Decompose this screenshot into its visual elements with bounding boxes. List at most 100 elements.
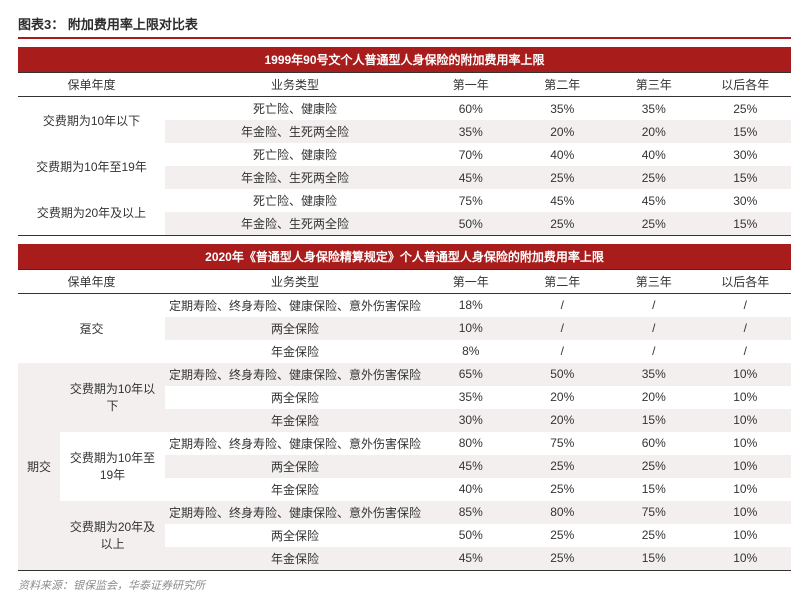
value-cell: 30% [700, 143, 792, 166]
value-cell: 75% [517, 432, 609, 455]
value-cell: 20% [517, 409, 609, 432]
value-cell: 25% [517, 212, 609, 236]
value-cell: 20% [517, 120, 609, 143]
value-cell: 45% [425, 166, 517, 189]
value-cell: / [608, 293, 700, 317]
value-cell: 10% [700, 363, 792, 386]
biz-type: 死亡险、健康险 [165, 189, 425, 212]
col-y2: 第二年 [517, 269, 609, 293]
value-cell: / [700, 340, 792, 363]
value-cell: / [608, 340, 700, 363]
value-cell: 10% [700, 455, 792, 478]
value-cell: 15% [700, 166, 792, 189]
biz-type: 年金保险 [165, 478, 425, 501]
value-cell: 85% [425, 501, 517, 524]
value-cell: 20% [517, 386, 609, 409]
value-cell: 35% [517, 97, 609, 121]
value-cell: 20% [608, 386, 700, 409]
value-cell: 10% [700, 386, 792, 409]
value-cell: 75% [608, 501, 700, 524]
value-cell: 65% [425, 363, 517, 386]
value-cell: 25% [517, 524, 609, 547]
data-source: 资料来源：银保监会，华泰证券研究所 [18, 577, 791, 593]
value-cell: 45% [608, 189, 700, 212]
value-cell: / [517, 340, 609, 363]
value-cell: 40% [425, 478, 517, 501]
col-biz-type: 业务类型 [165, 73, 425, 97]
value-cell: 35% [608, 363, 700, 386]
biz-type: 年金险、生死两全险 [165, 212, 425, 236]
value-cell: 10% [700, 478, 792, 501]
col-after: 以后各年 [700, 73, 792, 97]
value-cell: / [517, 293, 609, 317]
biz-type: 两全保险 [165, 524, 425, 547]
biz-type: 定期寿险、终身寿险、健康保险、意外伤害保险 [165, 432, 425, 455]
value-cell: 45% [517, 189, 609, 212]
value-cell: 50% [425, 524, 517, 547]
group-label: 交费期为10年至19年 [18, 143, 165, 189]
biz-type: 死亡险、健康险 [165, 143, 425, 166]
table-bottom-border [18, 570, 791, 571]
value-cell: 25% [517, 166, 609, 189]
value-cell: 25% [700, 97, 792, 121]
value-cell: 30% [700, 189, 792, 212]
value-cell: 10% [700, 409, 792, 432]
biz-type: 定期寿险、终身寿险、健康保险、意外伤害保险 [165, 501, 425, 524]
value-cell: 25% [608, 212, 700, 236]
value-cell: 70% [425, 143, 517, 166]
biz-type: 年金险、生死两全险 [165, 166, 425, 189]
value-cell: 25% [517, 455, 609, 478]
biz-type: 年金险、生死两全险 [165, 120, 425, 143]
table2-header: 2020年《普通型人身保险精算规定》个人普通型人身保险的附加费用率上限 [18, 244, 791, 270]
group-label: 交费期为10年以下 [60, 363, 165, 432]
biz-type: 死亡险、健康险 [165, 97, 425, 121]
group-label: 交费期为10年以下 [18, 97, 165, 144]
value-cell: 45% [425, 455, 517, 478]
col-policy-year: 保单年度 [18, 269, 165, 293]
value-cell: 10% [425, 317, 517, 340]
value-cell: / [700, 317, 792, 340]
col-y1: 第一年 [425, 73, 517, 97]
value-cell: 60% [425, 97, 517, 121]
value-cell: 80% [517, 501, 609, 524]
value-cell: 75% [425, 189, 517, 212]
value-cell: 15% [700, 212, 792, 236]
col-y1: 第一年 [425, 269, 517, 293]
title-underline [18, 37, 791, 39]
section-label: 期交 [18, 363, 60, 570]
value-cell: 15% [700, 120, 792, 143]
value-cell: 8% [425, 340, 517, 363]
value-cell: 25% [517, 547, 609, 570]
value-cell: 18% [425, 293, 517, 317]
value-cell: 40% [608, 143, 700, 166]
biz-type: 定期寿险、终身寿险、健康保险、意外伤害保险 [165, 363, 425, 386]
value-cell: 10% [700, 501, 792, 524]
value-cell: 80% [425, 432, 517, 455]
value-cell: 35% [425, 120, 517, 143]
value-cell: 40% [517, 143, 609, 166]
value-cell: 25% [517, 478, 609, 501]
value-cell: 15% [608, 547, 700, 570]
col-policy-year: 保单年度 [18, 73, 165, 97]
value-cell: 50% [425, 212, 517, 236]
value-cell: 35% [608, 97, 700, 121]
value-cell: / [517, 317, 609, 340]
table1-header: 1999年90号文个人普通型人身保险的附加费用率上限 [18, 47, 791, 73]
biz-type: 两全保险 [165, 455, 425, 478]
value-cell: 15% [608, 409, 700, 432]
value-cell: / [608, 317, 700, 340]
group-label: 交费期为10年至19年 [60, 432, 165, 501]
col-y2: 第二年 [517, 73, 609, 97]
col-after: 以后各年 [700, 269, 792, 293]
value-cell: 25% [608, 455, 700, 478]
biz-type: 两全保险 [165, 386, 425, 409]
value-cell: 15% [608, 478, 700, 501]
value-cell: 25% [608, 166, 700, 189]
value-cell: 10% [700, 432, 792, 455]
value-cell: 30% [425, 409, 517, 432]
tables-container: 1999年90号文个人普通型人身保险的附加费用率上限保单年度业务类型第一年第二年… [18, 47, 791, 570]
group-label: 交费期为20年及以上 [60, 501, 165, 570]
biz-type: 年金保险 [165, 547, 425, 570]
group-label: 交费期为20年及以上 [18, 189, 165, 236]
value-cell: 45% [425, 547, 517, 570]
